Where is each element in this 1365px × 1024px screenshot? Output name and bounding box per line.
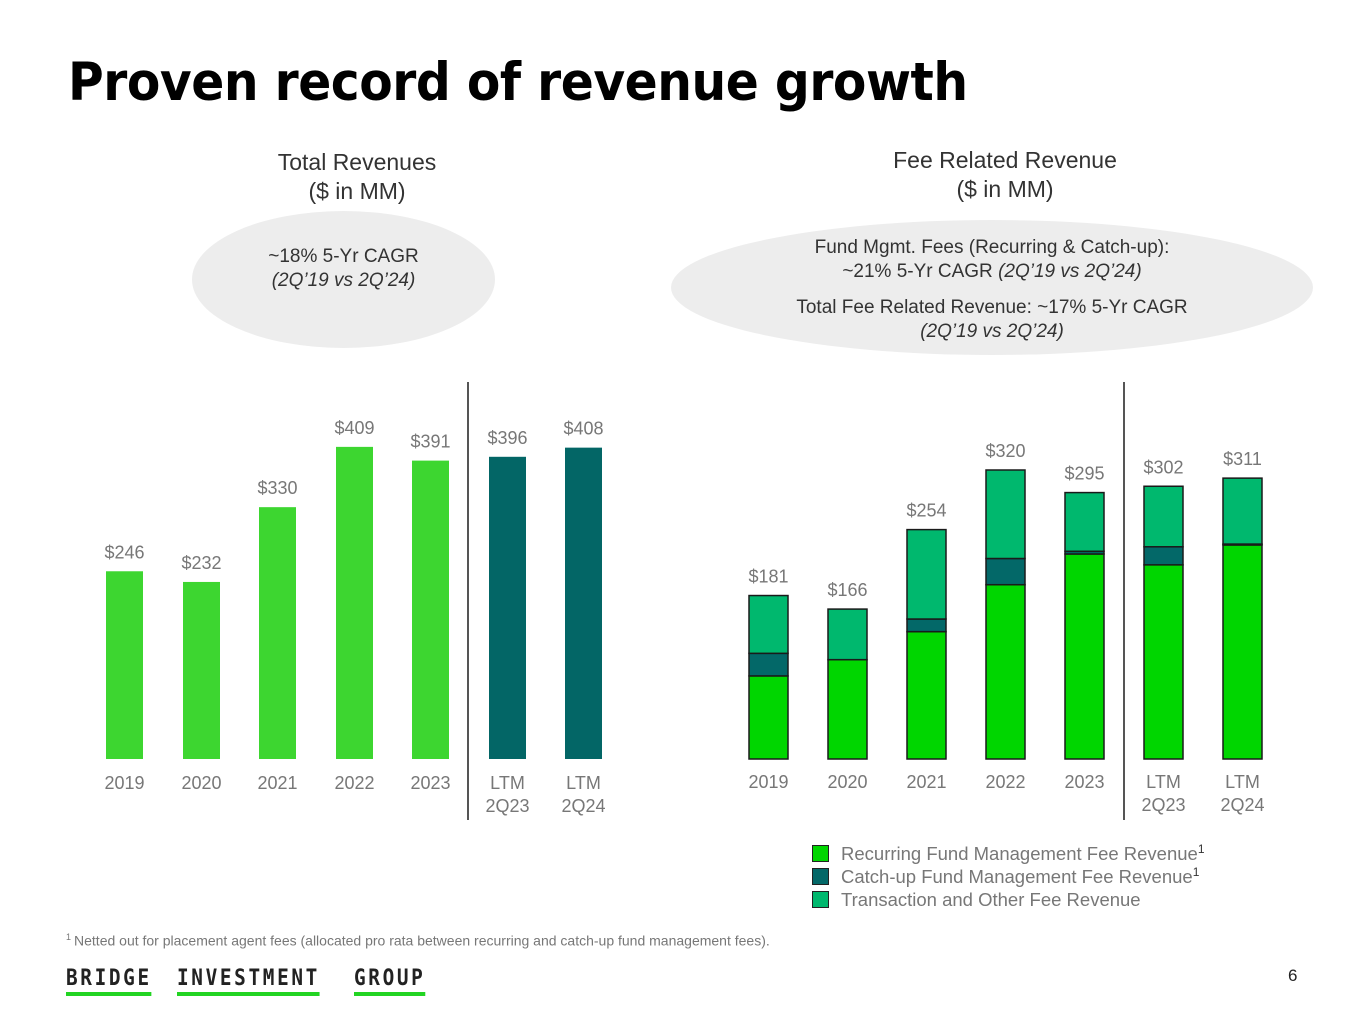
fee-revenue-data-label-1: $166	[827, 580, 867, 600]
fee-revenue-data-label-0: $181	[748, 567, 788, 587]
logo-word-group: GROUP	[353, 966, 426, 996]
fee-revenue-segment-2-3	[985, 469, 1026, 560]
total-revenue-x-tick-6-1: 2Q24	[561, 796, 605, 816]
fee-revenue-x-tick-2: 2021	[906, 772, 946, 792]
legend-label-transaction: Transaction and Other Fee Revenue	[841, 888, 1141, 910]
fee-revenue-x-tick-4: 2023	[1064, 772, 1104, 792]
legend-label-recurring: Recurring Fund Management Fee Revenue	[841, 843, 1198, 865]
fee-revenue-legend: Recurring Fund Management Fee Revenue1 C…	[812, 842, 1205, 911]
fee-revenue-data-label-3: $320	[985, 441, 1025, 461]
total-revenue-bar-0	[106, 571, 143, 759]
fee-revenue-title-line1: Fee Related Revenue	[893, 147, 1117, 173]
total-revenues-cagr-text: ~18% 5-Yr CAGR (2Q’19 vs 2Q’24)	[192, 245, 495, 293]
fee-revenue-data-label-2: $254	[906, 501, 946, 521]
legend-swatch-transaction	[812, 891, 829, 908]
fee-revenue-segment-0-3	[985, 583, 1026, 760]
fee-revenue-title-line2: ($ in MM)	[956, 176, 1054, 202]
total-revenue-x-tick-2: 2021	[257, 773, 297, 793]
logo-word-investment: INVESTMENT	[177, 966, 321, 996]
legend-item-catchup: Catch-up Fund Management Fee Revenue1	[812, 865, 1205, 888]
total-fee-cagr-line1: Total Fee Related Revenue: ~17% 5-Yr CAG…	[796, 297, 1188, 318]
fee-revenue-x-tick-5-1: 2Q23	[1141, 795, 1185, 815]
fee-revenue-data-label-4: $295	[1064, 464, 1104, 484]
total-revenue-bar-1	[183, 581, 220, 759]
legend-swatch-recurring	[812, 845, 829, 862]
total-revenues-title-line1: Total Revenues	[277, 149, 437, 175]
fee-revenue-x-tick-6-0: LTM	[1225, 772, 1260, 792]
total-revenue-data-label-1: $232	[181, 553, 221, 573]
fee-revenue-x-tick-0: 2019	[748, 772, 788, 792]
fee-revenue-segment-0-6	[1222, 544, 1263, 760]
fee-revenue-segment-2-2	[906, 528, 947, 620]
total-revenue-bar-4	[412, 460, 449, 759]
total-revenue-x-tick-4: 2023	[410, 773, 450, 793]
total-revenue-bar-2	[259, 507, 296, 759]
fee-revenue-segment-2-6	[1222, 477, 1263, 545]
fee-revenue-segment-1-5	[1143, 546, 1184, 566]
fee-revenue-segment-0-4	[1064, 553, 1105, 760]
total-revenue-x-tick-5-0: LTM	[490, 773, 525, 793]
fee-revenue-segment-1-3	[985, 557, 1026, 586]
fee-revenue-title: Fee Related Revenue ($ in MM)	[855, 146, 1155, 204]
logo-word-bridge: BRIDGE	[66, 966, 152, 996]
footnote: 1 Netted out for placement agent fees (al…	[66, 932, 770, 949]
total-revenues-title-line2: ($ in MM)	[308, 178, 406, 204]
total-revenue-x-tick-6-0: LTM	[566, 773, 601, 793]
legend-swatch-catchup	[812, 868, 829, 885]
fee-revenue-segment-2-5	[1143, 485, 1184, 548]
fee-revenue-segment-0-2	[906, 630, 947, 760]
total-revenue-x-tick-5-1: 2Q23	[485, 796, 529, 816]
fee-revenue-data-label-6: $311	[1223, 449, 1262, 469]
page-title: Proven record of revenue growth	[68, 52, 968, 113]
total-revenue-data-label-3: $409	[334, 418, 374, 438]
legend-sup-recurring: 1	[1197, 841, 1205, 856]
fee-revenue-segment-0-0	[748, 675, 789, 760]
total-revenue-x-tick-0: 2019	[104, 773, 144, 793]
fee-revenue-x-tick-6-1: 2Q24	[1220, 795, 1264, 815]
fund-mgmt-cagr-line1: Fund Mgmt. Fees (Recurring & Catch-up):	[814, 237, 1170, 258]
fee-revenue-data-label-5: $302	[1143, 457, 1183, 477]
total-revenues-title: Total Revenues ($ in MM)	[237, 148, 477, 206]
total-revenue-x-tick-3: 2022	[334, 773, 374, 793]
total-revenues-cagr-line2: (2Q’19 vs 2Q’24)	[271, 270, 416, 291]
total-revenue-bar-5	[489, 456, 526, 759]
bridge-logo: BRIDGE INVESTMENT GROUP	[66, 966, 435, 996]
total-revenue-data-label-0: $246	[104, 542, 144, 562]
legend-label-catchup: Catch-up Fund Management Fee Revenue	[841, 866, 1193, 888]
fee-revenue-x-tick-1: 2020	[827, 772, 867, 792]
total-revenues-cagr-line1: ~18% 5-Yr CAGR	[268, 246, 419, 267]
fee-revenue-segment-2-4	[1064, 491, 1105, 553]
footnote-text: Netted out for placement agent fees (all…	[74, 932, 770, 949]
fee-revenue-segment-1-2	[906, 618, 947, 633]
fee-revenue-segment-1-0	[748, 652, 789, 677]
fee-revenue-segment-0-1	[827, 658, 868, 760]
legend-item-transaction: Transaction and Other Fee Revenue	[812, 888, 1205, 911]
total-revenue-data-label-6: $408	[563, 419, 603, 439]
total-revenue-x-tick-1: 2020	[181, 773, 221, 793]
fee-revenue-segment-2-1	[827, 608, 868, 661]
total-revenue-bar-6	[565, 447, 602, 759]
legend-sup-catchup: 1	[1192, 864, 1200, 879]
fee-revenue-segment-2-0	[748, 594, 789, 655]
total-revenue-bar-3	[336, 446, 373, 759]
footnote-marker: 1	[66, 932, 72, 942]
total-revenue-data-label-2: $330	[257, 478, 297, 498]
total-revenue-data-label-5: $396	[487, 428, 527, 448]
fee-revenue-cagr-bubble	[671, 220, 1313, 355]
total-fee-cagr-line2: (2Q’19 vs 2Q’24)	[920, 321, 1064, 342]
fee-revenue-x-tick-5-0: LTM	[1146, 772, 1181, 792]
fund-mgmt-cagr-period: (2Q’19 vs 2Q’24)	[998, 261, 1142, 282]
fund-mgmt-cagr-line2: ~21% 5-Yr CAGR	[842, 261, 999, 282]
fee-revenue-cagr-text: Fund Mgmt. Fees (Recurring & Catch-up): …	[671, 236, 1313, 344]
legend-item-recurring: Recurring Fund Management Fee Revenue1	[812, 842, 1205, 865]
total-revenue-data-label-4: $391	[410, 432, 450, 452]
total-revenues-cagr-bubble	[192, 211, 495, 348]
page-number: 6	[1288, 966, 1298, 985]
fee-revenue-segment-0-5	[1143, 564, 1184, 760]
fee-revenue-x-tick-3: 2022	[985, 772, 1025, 792]
